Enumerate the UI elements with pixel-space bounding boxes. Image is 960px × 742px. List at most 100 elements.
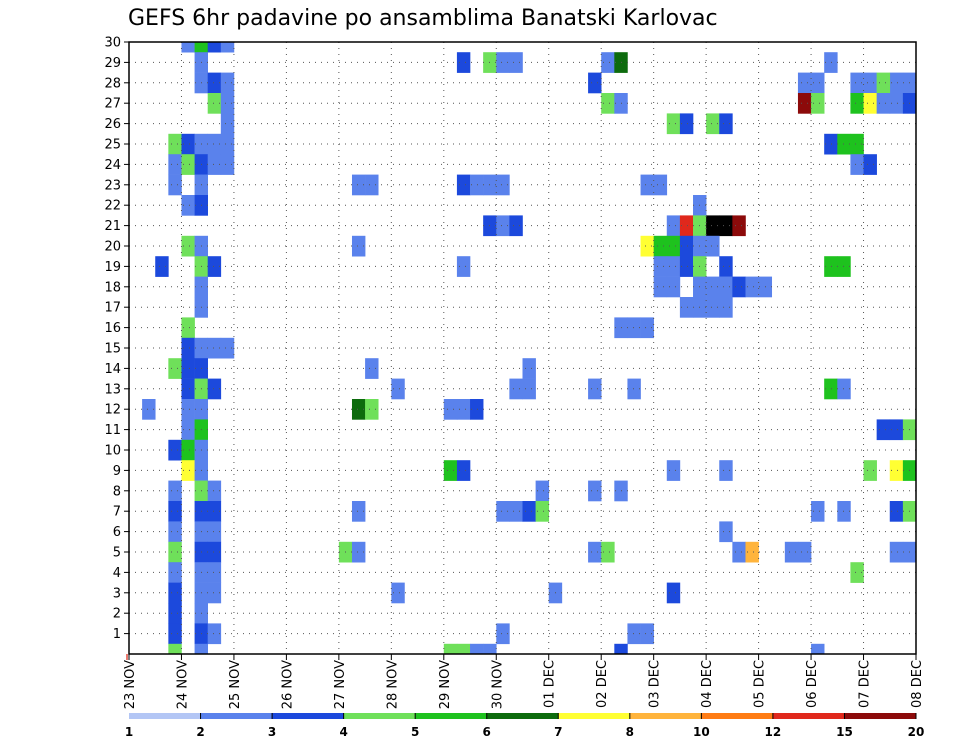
heatmap-cell (207, 93, 222, 114)
heatmap-cell (207, 562, 222, 583)
heatmap-cell (496, 52, 510, 73)
heatmap-cell (601, 541, 615, 563)
colorbar-swatch (629, 713, 702, 719)
heatmap-cell (889, 93, 904, 114)
heatmap-cell (627, 317, 641, 339)
x-tick-label: 24 NOV (175, 660, 190, 709)
heatmap-cell (666, 582, 681, 604)
heatmap-cell (207, 154, 222, 175)
heatmap-cell (719, 297, 733, 318)
heatmap-cell (666, 276, 681, 298)
colorbar-label: 2 (196, 725, 204, 739)
heatmap-cell (207, 256, 222, 277)
heatmap-cell (207, 133, 222, 155)
heatmap-cell (719, 276, 733, 298)
heatmap-cell (706, 113, 720, 135)
heatmap-cell (706, 276, 720, 298)
heatmap-cell (811, 643, 825, 655)
y-tick-label: 13 (104, 382, 121, 397)
heatmap-cell (456, 643, 471, 655)
heatmap-cell (889, 72, 904, 94)
x-tick-label: 30 NOV (490, 660, 505, 709)
y-tick-label: 22 (104, 199, 121, 214)
y-tick-label: 24 (104, 158, 121, 173)
heatmap-cell (351, 235, 366, 257)
x-tick-label: 08 DEC (910, 660, 925, 708)
heatmap-cell (443, 460, 458, 481)
heatmap-cell (588, 72, 602, 94)
x-tick-label: 05 DEC (753, 660, 768, 708)
heatmap-cell (522, 378, 536, 400)
heatmap-cell (181, 358, 195, 379)
heatmap-cell (509, 52, 523, 73)
heatmap-cell (850, 562, 864, 583)
heatmap-cell (666, 235, 681, 257)
heatmap-cell (837, 501, 851, 522)
heatmap-cell (745, 276, 759, 298)
heatmap-cell (181, 419, 195, 441)
y-tick-label: 6 (113, 525, 121, 540)
heatmap-cell (181, 317, 195, 339)
heatmap-cell (181, 195, 195, 216)
heatmap-cell (850, 93, 864, 114)
heatmap-cell (850, 72, 864, 94)
y-tick-label: 30 (104, 36, 121, 51)
heatmap-cell (509, 501, 523, 522)
heatmap-cell (207, 378, 222, 400)
heatmap-cell (679, 297, 694, 318)
heatmap-cell (837, 133, 851, 155)
heatmap-cell (640, 174, 654, 196)
heatmap-cell (220, 93, 235, 114)
heatmap-cell (168, 623, 182, 645)
y-tick-label: 16 (104, 321, 121, 336)
heatmap-cell (588, 541, 602, 563)
y-tick-label: 23 (104, 178, 121, 193)
heatmap-cell (220, 42, 235, 53)
heatmap-cell (863, 460, 877, 481)
y-tick-label: 17 (104, 301, 121, 316)
colorbar-label: 6 (483, 725, 491, 739)
heatmap-cell (496, 215, 510, 237)
heatmap-cell (824, 256, 838, 277)
heatmap-cell (391, 582, 405, 604)
heatmap-cell (627, 623, 641, 645)
heatmap-cell (653, 276, 668, 298)
heatmap-cell (168, 541, 182, 563)
colorbar-label: 8 (626, 725, 634, 739)
heatmap-cell (365, 399, 379, 420)
heatmap-cell (889, 541, 904, 563)
x-tick-label: 03 DEC (648, 660, 663, 708)
y-tick-label: 21 (104, 219, 121, 234)
y-tick-label: 14 (104, 362, 121, 377)
heatmap-cell (889, 419, 904, 441)
chart-title: GEFS 6hr padavine po ansamblima Banatski… (128, 6, 718, 31)
heatmap-cell (679, 113, 694, 135)
heatmap-cell (653, 174, 668, 196)
heatmap-cell (640, 623, 654, 645)
heatmap-cell (351, 501, 366, 522)
y-tick-label: 7 (113, 505, 121, 520)
heatmap-cell (653, 235, 668, 257)
heatmap-cell (679, 256, 694, 277)
x-axis: 23 NOV 24 NOV 25 NOV 26 NOV 27 NOV 28 NOV 29 N… (123, 654, 925, 709)
x-tick-label: 28 NOV (385, 660, 400, 709)
heatmap-cell (207, 521, 222, 543)
heatmap-cell (719, 460, 733, 481)
heatmap-cell (207, 541, 222, 563)
heatmap-cell (863, 154, 877, 175)
heatmap-cell (194, 42, 208, 53)
colorbar-swatch (200, 713, 273, 719)
heatmap-cell (850, 154, 864, 175)
heatmap-cell (719, 256, 733, 277)
heatmap-cell (181, 439, 195, 461)
heatmap-cell (732, 215, 746, 237)
colorbar-swatch (701, 713, 774, 719)
heatmap-cell (876, 419, 891, 441)
y-tick-label: 18 (104, 280, 121, 295)
heatmap-cell (168, 174, 182, 196)
heatmap-cell (522, 358, 536, 379)
x-tick-label: 02 DEC (595, 660, 610, 708)
heatmap-cell (181, 133, 195, 155)
heatmap-cell (483, 643, 497, 655)
heatmap-cell (365, 358, 379, 379)
